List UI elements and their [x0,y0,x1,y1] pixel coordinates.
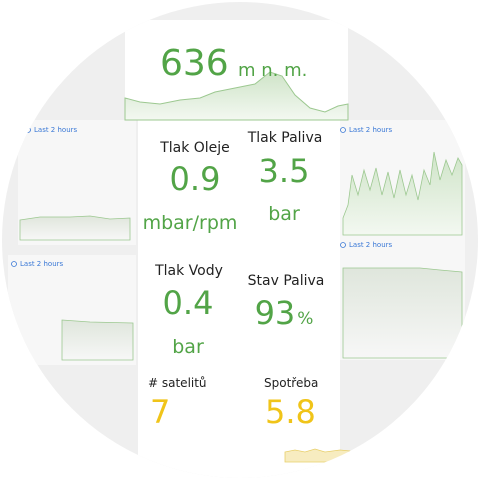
altitude-unit: m n. m. [238,60,307,81]
sparkline [342,151,463,236]
gauge-value: 7 [150,393,170,431]
gauge-label: Spotřeba [264,376,318,390]
gauge-reading: 93% [255,294,314,332]
sparkline [342,267,463,359]
gauge-label: Tlak Paliva [247,130,323,146]
clock-icon [11,261,17,267]
gauge-value: 3.5 [259,152,310,190]
altitude-value: 636 [160,43,229,84]
gauge-label: Stav Paliva [248,273,325,289]
clock-icon [340,242,346,248]
gauge-value: 0.4 [163,284,214,322]
gauge-unit: % [297,309,313,329]
range-label: Last 2 hours [34,126,78,134]
sparkline [61,319,134,361]
gauge-label: # satelitů [148,376,207,390]
gauge-value: 93 [255,294,296,332]
range-label: Last 2 hours [349,126,393,134]
range-label: Last 2 hours [349,241,393,249]
gauge-value: 0.9 [170,160,221,198]
gauge-value: 5.8 [265,393,316,431]
range-label: Last 2 hours [20,260,64,268]
gauge-label: Tlak Vody [154,263,223,279]
gauge-label: Tlak Oleje [159,140,230,156]
gauge-unit: bar [172,336,204,358]
clock-icon [340,127,346,133]
altitude-sparkline [124,71,349,121]
sparkline [19,215,131,241]
gauge-unit: bar [268,203,300,225]
sparkline [284,448,351,463]
gauge-unit: mbar/rpm [143,212,238,234]
gauge-area [138,120,340,370]
